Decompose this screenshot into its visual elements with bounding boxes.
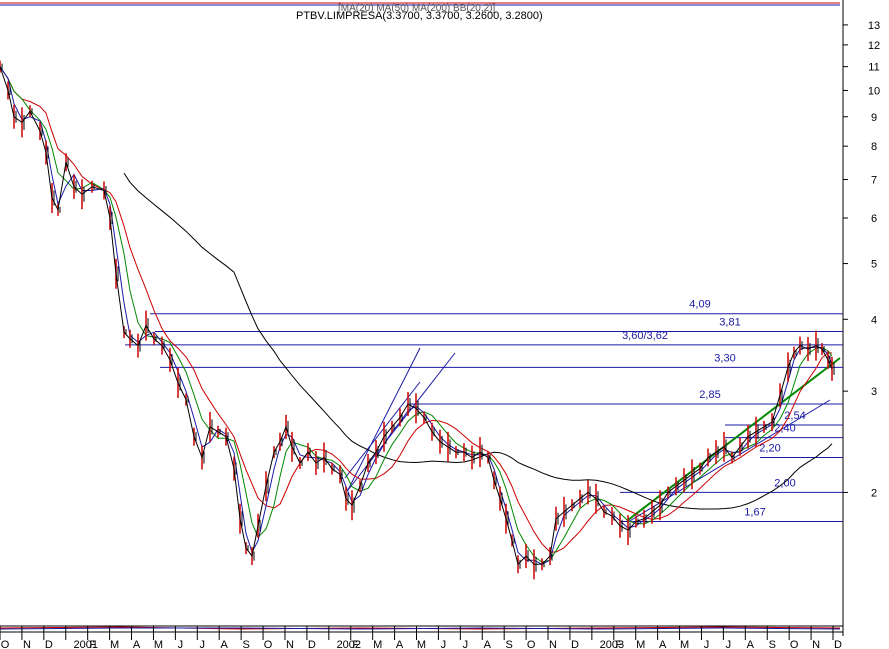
y-axis-ticks: 2 3 4 5 6 7 8 9 10 11 12 13 (843, 20, 880, 499)
x-tick-label: A (133, 639, 141, 649)
x-tick-label: M (636, 639, 645, 649)
chart-title: PTBV.LIMPRESA(3.3700, 3.3700, 3.2600, 3.… (296, 10, 543, 22)
x-tick-label: J (200, 639, 206, 649)
x-tick-label: A (396, 639, 404, 649)
x-tick-label: O (790, 639, 799, 649)
level-label: 3,81 (719, 316, 740, 328)
level-label: 3,30 (714, 352, 735, 364)
x-tick-label: O (264, 639, 273, 649)
x-tick-label: F (615, 639, 622, 649)
x-tick-label: N (286, 639, 294, 649)
y-tick-label: 12 (868, 40, 880, 52)
x-tick-label: D (834, 639, 842, 649)
level-label: 2,54 (784, 410, 805, 422)
y-tick-label: 10 (868, 85, 880, 97)
x-tick-label: O (527, 639, 536, 649)
price-series (0, 60, 835, 580)
ma-slow-line (0, 66, 833, 553)
x-tick-label: A (659, 639, 667, 649)
level-label: 1,67 (744, 507, 765, 519)
y-tick-label: 4 (871, 314, 877, 326)
x-tick-label: 2003 (600, 639, 624, 649)
x-tick-label: M (373, 639, 382, 649)
y-tick-label: 6 (871, 213, 877, 225)
level-label: 2,85 (699, 389, 720, 401)
x-tick-label: F (352, 639, 359, 649)
x-tick-label: A (221, 639, 229, 649)
x-tick-label: S (242, 639, 249, 649)
x-tick-label: A (747, 639, 755, 649)
x-tick-label: D (571, 639, 579, 649)
x-tick-label: N (23, 639, 31, 649)
chart-header-overlap: [MA(20) MA(50) MA(200) BB(20,2)] (338, 3, 495, 14)
y-tick-label: 7 (871, 175, 877, 187)
x-tick-label: D (308, 639, 316, 649)
y-tick-label: 3 (871, 386, 877, 398)
x-tick-label: J (463, 639, 469, 649)
x-tick-label: M (680, 639, 689, 649)
x-tick-label: S (769, 639, 776, 649)
x-tick-label: A (484, 639, 492, 649)
x-tick-label: 2002 (337, 639, 361, 649)
indicator-line-blue (0, 627, 841, 630)
level-label: 3,60/3,62 (622, 330, 668, 342)
x-tick-label: M (154, 639, 163, 649)
y-tick-label: 9 (871, 112, 877, 124)
y-tick-label: 2 (871, 487, 877, 499)
x-tick-label: J (704, 639, 710, 649)
x-tick-label: M (110, 639, 119, 649)
x-tick-label: J (726, 639, 732, 649)
x-tick-label: M (417, 639, 426, 649)
x-tick-label: O (1, 639, 10, 649)
x-tick-label: N (812, 639, 820, 649)
x-tick-label: D (45, 639, 53, 649)
trend-channel-upper (347, 347, 421, 491)
horizontal-levels: 4,093,813,60/3,623,302,852,542,402,202,0… (125, 299, 843, 523)
x-tick-label: 2001 (74, 639, 98, 649)
x-tick-label: J (441, 639, 447, 649)
level-label: 2,20 (759, 443, 780, 455)
price-line (0, 66, 833, 566)
level-label: 4,09 (689, 299, 710, 311)
y-tick-label: 5 (871, 259, 877, 271)
y-tick-label: 11 (868, 62, 879, 74)
y-tick-label: 13 (868, 20, 880, 32)
x-tick-label: F (89, 639, 96, 649)
x-tick-label: S (506, 639, 513, 649)
x-tick-label: N (549, 639, 557, 649)
y-tick-label: 8 (871, 141, 877, 153)
x-tick-label: J (178, 639, 184, 649)
